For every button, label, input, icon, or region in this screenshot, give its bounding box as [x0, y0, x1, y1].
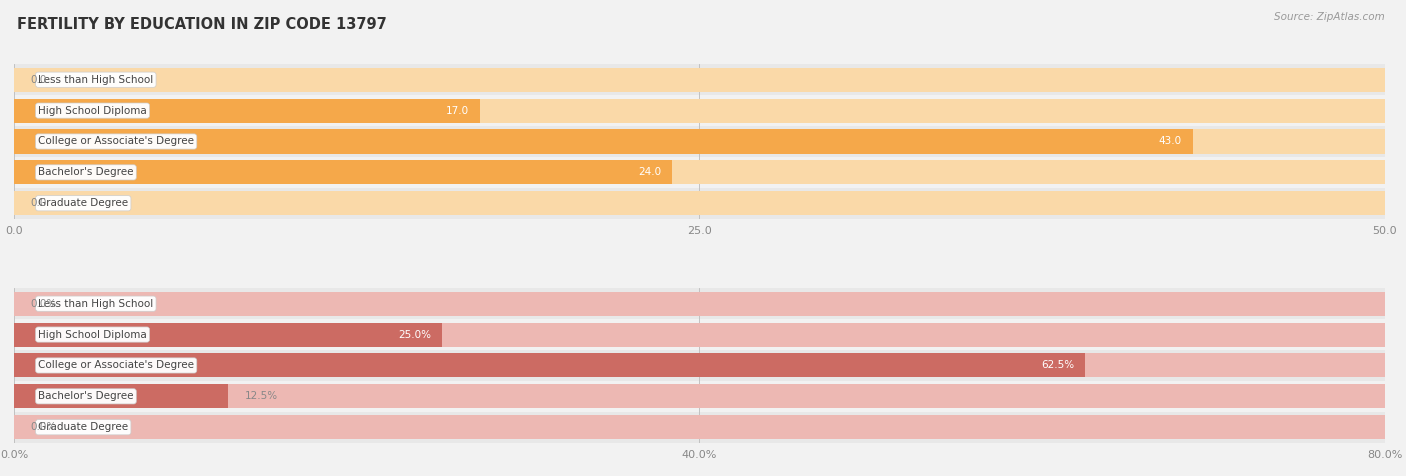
Text: 12.5%: 12.5% [245, 391, 278, 401]
Text: 0.0%: 0.0% [31, 422, 56, 432]
Bar [14, 353, 1385, 377]
Bar [0, 381, 1406, 412]
Text: 24.0: 24.0 [638, 168, 661, 178]
Bar [14, 384, 228, 408]
Bar [0, 95, 1406, 126]
Bar [0, 350, 1406, 381]
Bar [14, 191, 1385, 215]
Bar [14, 99, 1385, 123]
Bar [14, 68, 1385, 92]
Bar [0, 126, 1406, 157]
Text: Less than High School: Less than High School [38, 298, 153, 308]
Bar [14, 160, 672, 184]
Text: 43.0: 43.0 [1159, 137, 1182, 147]
Text: Bachelor's Degree: Bachelor's Degree [38, 168, 134, 178]
Text: Less than High School: Less than High School [38, 75, 153, 85]
Bar [14, 99, 481, 123]
Bar [0, 157, 1406, 188]
Text: 0.0%: 0.0% [31, 298, 56, 308]
Bar [14, 129, 1192, 154]
Text: High School Diploma: High School Diploma [38, 106, 148, 116]
Bar [14, 129, 1385, 154]
Bar [0, 288, 1406, 319]
Text: 0.0: 0.0 [31, 198, 46, 208]
Bar [14, 384, 1385, 408]
Bar [14, 415, 1385, 439]
Text: Graduate Degree: Graduate Degree [38, 198, 128, 208]
Bar [0, 412, 1406, 443]
Bar [0, 64, 1406, 95]
Bar [14, 292, 1385, 316]
Bar [0, 319, 1406, 350]
Text: Source: ZipAtlas.com: Source: ZipAtlas.com [1274, 12, 1385, 22]
Bar [0, 188, 1406, 218]
Text: Graduate Degree: Graduate Degree [38, 422, 128, 432]
Bar [14, 160, 1385, 184]
Text: 17.0: 17.0 [446, 106, 470, 116]
Text: High School Diploma: High School Diploma [38, 329, 148, 339]
Text: FERTILITY BY EDUCATION IN ZIP CODE 13797: FERTILITY BY EDUCATION IN ZIP CODE 13797 [17, 17, 387, 32]
Text: 25.0%: 25.0% [398, 329, 432, 339]
Text: College or Associate's Degree: College or Associate's Degree [38, 137, 194, 147]
Text: Bachelor's Degree: Bachelor's Degree [38, 391, 134, 401]
Bar [14, 323, 1385, 347]
Text: College or Associate's Degree: College or Associate's Degree [38, 360, 194, 370]
Text: 62.5%: 62.5% [1040, 360, 1074, 370]
Bar [14, 323, 443, 347]
Bar [14, 353, 1085, 377]
Text: 0.0: 0.0 [31, 75, 46, 85]
